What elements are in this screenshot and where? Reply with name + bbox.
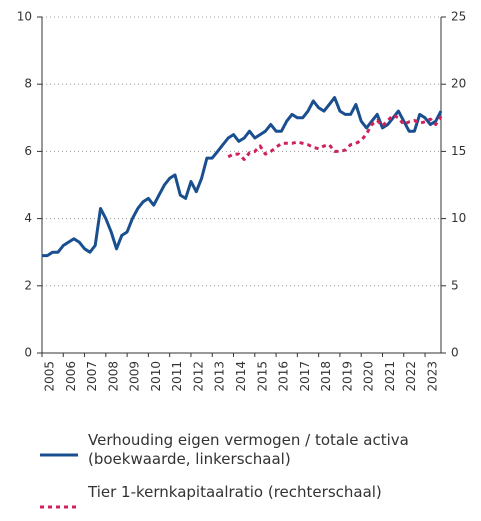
page: {"chart_data": {"type": "line", "categor…: [16, 9, 467, 509]
y2-tick-label: 20: [451, 77, 466, 91]
y2-tick-label: 25: [451, 10, 466, 24]
y2-tick-label: 5: [451, 278, 459, 292]
x-tick-label: 2006: [64, 361, 78, 392]
x-tick-label: 2015: [255, 361, 269, 392]
y-tick-label: 2: [24, 278, 32, 292]
legend-label: Tier 1-kernkapitaalratio (rechterschaal): [88, 483, 382, 501]
x-tick-label: 2013: [213, 361, 227, 392]
x-tick-label: 2016: [277, 361, 291, 392]
x-tick-label: 2009: [128, 361, 142, 392]
y-tick-label: 4: [24, 211, 32, 225]
x-tick-label: 2008: [106, 361, 120, 392]
y-tick-label: 10: [17, 10, 32, 24]
y2-tick-label: 0: [451, 346, 459, 360]
legend-label: Verhouding eigen vermogen / totale activ…: [88, 431, 409, 468]
x-tick-label: 2020: [362, 361, 376, 392]
x-tick-label: 2005: [42, 361, 56, 392]
y2-tick-label: 15: [451, 144, 466, 158]
chart: 0 2 4 6 8 10 0 5 10 15 20 25 2005 2006 2007 2008 2009 201…: [17, 10, 467, 392]
legend-item: Tier 1-kernkapitaalratio (rechterschaal): [40, 483, 428, 521]
x-tick-label: 2014: [234, 361, 248, 392]
x-tick-label: 2007: [85, 361, 99, 392]
series-line: [227, 113, 443, 161]
x-tick-label: 2018: [319, 361, 333, 392]
x-tick-label: 2011: [170, 361, 184, 392]
series-line: [42, 96, 443, 258]
x-tick-label: 2021: [383, 361, 397, 392]
x-tick-label: 2012: [191, 361, 205, 392]
x-tick-label: 2023: [426, 361, 440, 392]
x-tick-label: 2022: [404, 361, 418, 392]
x-tick-label: 2019: [340, 361, 354, 392]
x-tick-label: 2017: [298, 361, 312, 392]
legend-item: Verhouding eigen vermogen / totale activ…: [40, 431, 428, 469]
legend-swatch: [40, 505, 78, 509]
legend-swatch: [40, 453, 78, 457]
x-tick-label: 2010: [149, 361, 163, 392]
y-tick-label: 8: [24, 77, 32, 91]
y-tick-label: 0: [24, 346, 32, 360]
y-tick-label: 6: [24, 144, 32, 158]
y2-tick-label: 10: [451, 211, 466, 225]
